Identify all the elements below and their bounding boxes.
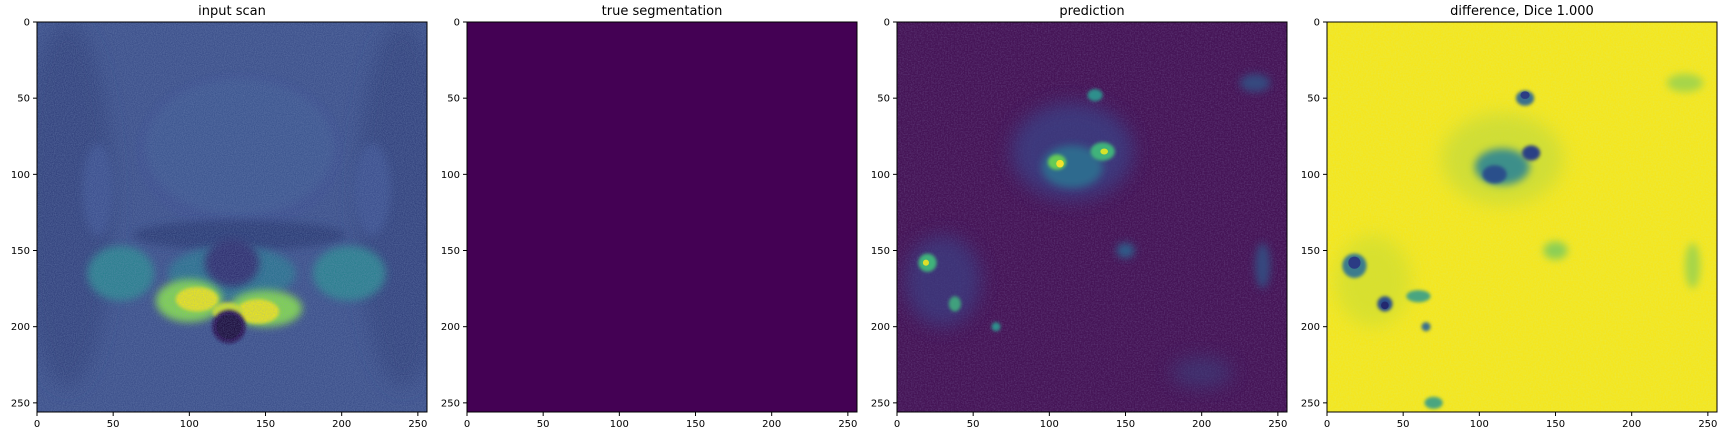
y-tick-label: 50: [1307, 94, 1320, 105]
y-tick-label: 250: [441, 398, 460, 409]
subplot-title: prediction: [1059, 4, 1124, 19]
image-feature: [1522, 145, 1541, 161]
x-tick-label: 0: [1324, 419, 1330, 430]
image-feature: [1100, 148, 1108, 155]
image-feature: [1348, 256, 1361, 269]
image-feature: [922, 259, 929, 266]
image-feature: [1424, 396, 1443, 409]
image-feature: [1421, 322, 1431, 332]
y-tick-label: 200: [441, 322, 460, 333]
image-feature: [1056, 159, 1064, 168]
image-feature: [904, 235, 981, 327]
x-tick-label: 50: [537, 419, 550, 430]
x-tick-label: 250: [838, 419, 857, 430]
axes-frame: [466, 21, 858, 413]
image-feature: [1520, 91, 1530, 99]
subplot-title: true segmentation: [602, 4, 723, 19]
image-feature: [1239, 73, 1271, 93]
x-tick-label: 200: [762, 419, 781, 430]
y-tick-label: 100: [441, 170, 460, 181]
y-tick-label: 150: [871, 246, 890, 257]
y-tick-label: 0: [884, 18, 890, 29]
y-tick-label: 200: [871, 322, 890, 333]
x-tick-label: 200: [1622, 419, 1641, 430]
image-feature: [1543, 241, 1568, 260]
x-tick-label: 250: [1268, 419, 1287, 430]
heatmap-image: [1327, 22, 1717, 412]
subplot-2: true segmentation 0 50 100 150 200 250 0 50 100 15…: [441, 4, 858, 430]
image-feature: [1334, 235, 1411, 327]
y-tick-label: 0: [1314, 18, 1320, 29]
y-tick-label: 200: [11, 322, 30, 333]
image-feature: [1116, 242, 1135, 259]
subplot-4: difference, Dice 1.000 0 50 100 150 200 250 0 50…: [1301, 4, 1718, 430]
x-tick-label: 200: [1192, 419, 1211, 430]
x-tick-label: 100: [1040, 419, 1059, 430]
image-feature: [1381, 301, 1389, 310]
heatmap-image: [37, 22, 427, 412]
axes-frame: [36, 21, 428, 413]
y-tick-label: 0: [24, 18, 30, 29]
x-tick-label: 100: [180, 419, 199, 430]
x-tick-label: 50: [107, 419, 120, 430]
y-tick-label: 150: [441, 246, 460, 257]
y-tick-label: 150: [1301, 246, 1320, 257]
x-tick-label: 150: [1546, 419, 1565, 430]
subplot-title: input scan: [198, 4, 266, 19]
x-tick-label: 150: [686, 419, 705, 430]
y-tick-label: 0: [454, 18, 460, 29]
image-noise: [37, 22, 427, 412]
subplot-title: difference, Dice 1.000: [1450, 4, 1594, 19]
y-tick-label: 100: [11, 170, 30, 181]
y-tick-label: 150: [11, 246, 30, 257]
x-tick-label: 150: [256, 419, 275, 430]
y-tick-label: 250: [871, 398, 890, 409]
heatmap-image: [897, 22, 1287, 412]
y-tick-label: 50: [877, 94, 890, 105]
x-tick-label: 250: [1698, 419, 1717, 430]
subplot-1: input scan 0 50 100 150 200 250 0 50 100 150 200 250: [11, 4, 428, 430]
image-feature: [948, 296, 961, 312]
heatmap-image: [467, 22, 857, 412]
image-feature: [1685, 242, 1701, 289]
axes-frame: [1326, 21, 1718, 413]
axes-frame: [896, 21, 1288, 413]
x-tick-label: 100: [1470, 419, 1489, 430]
image-feature: [991, 322, 1001, 332]
x-tick-label: 0: [34, 419, 40, 430]
image-background: [467, 22, 857, 412]
image-noise: [1327, 22, 1717, 412]
image-feature: [1666, 73, 1704, 93]
image-feature: [1255, 242, 1271, 289]
image-noise: [897, 22, 1287, 412]
y-tick-label: 100: [871, 170, 890, 181]
x-tick-label: 0: [464, 419, 470, 430]
y-tick-label: 50: [447, 94, 460, 105]
y-tick-label: 250: [11, 398, 30, 409]
subplot-3: prediction 0 50 100 150 200 250 0 50 100 150 200 250: [871, 4, 1288, 430]
x-tick-label: 0: [894, 419, 900, 430]
image-feature: [1171, 357, 1233, 388]
y-tick-label: 250: [1301, 398, 1320, 409]
x-tick-label: 100: [610, 419, 629, 430]
x-tick-label: 50: [967, 419, 980, 430]
x-tick-label: 50: [1397, 419, 1410, 430]
image-feature: [1087, 89, 1103, 102]
y-tick-label: 50: [17, 94, 30, 105]
image-feature: [1406, 290, 1431, 303]
x-tick-label: 250: [408, 419, 427, 430]
x-tick-label: 150: [1116, 419, 1135, 430]
y-tick-label: 100: [1301, 170, 1320, 181]
x-tick-label: 200: [332, 419, 351, 430]
y-tick-label: 200: [1301, 322, 1320, 333]
image-feature: [1482, 165, 1507, 184]
